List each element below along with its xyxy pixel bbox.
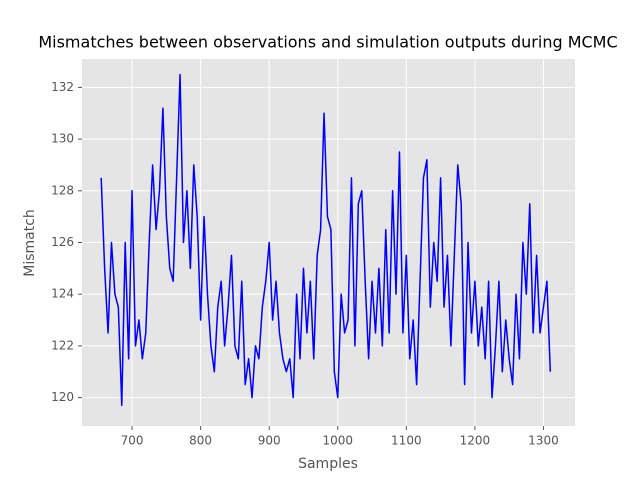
chart-title: Mismatches between observations and simu… [38, 33, 617, 52]
x-tick-label: 800 [189, 434, 212, 448]
x-tick-label: 1100 [391, 434, 422, 448]
y-tick-label: 124 [51, 287, 74, 301]
data-line [100, 73, 552, 407]
lines [100, 73, 552, 407]
y-tick-label: 126 [51, 235, 74, 249]
x-tick-label: 1300 [528, 434, 559, 448]
x-tick-label: 700 [121, 434, 144, 448]
y-tick-label: 128 [51, 183, 74, 197]
x-axis-label: Samples [298, 456, 358, 472]
y-tick-label: 132 [51, 80, 74, 94]
y-tick-label: 130 [51, 132, 74, 146]
x-tick-label: 1000 [322, 434, 353, 448]
x-tick-label: 900 [258, 434, 281, 448]
y-axis-label: Mismatch [22, 209, 38, 277]
y-tick-label: 122 [51, 338, 74, 352]
x-tick-label: 1200 [460, 434, 491, 448]
y-tick-label: 120 [51, 390, 74, 404]
ticks: 700 800 900 1000 1100 1200 1300 120 122 124 126 128… [51, 80, 559, 448]
